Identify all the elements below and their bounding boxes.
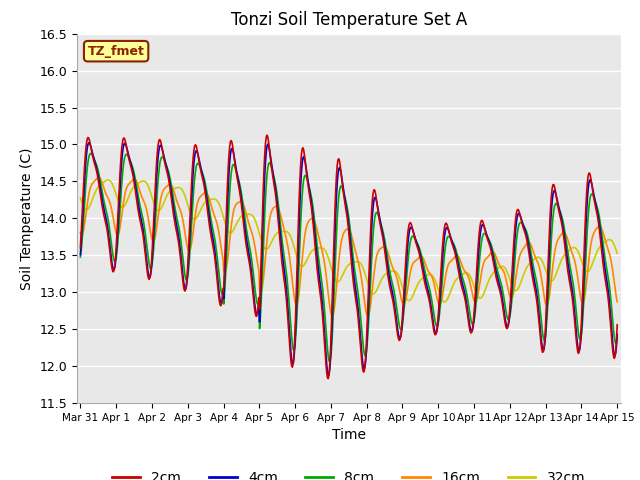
Title: Tonzi Soil Temperature Set A: Tonzi Soil Temperature Set A	[230, 11, 467, 29]
Legend: 2cm, 4cm, 8cm, 16cm, 32cm: 2cm, 4cm, 8cm, 16cm, 32cm	[107, 466, 591, 480]
X-axis label: Time: Time	[332, 429, 366, 443]
Text: TZ_fmet: TZ_fmet	[88, 45, 145, 58]
Y-axis label: Soil Temperature (C): Soil Temperature (C)	[20, 147, 34, 289]
